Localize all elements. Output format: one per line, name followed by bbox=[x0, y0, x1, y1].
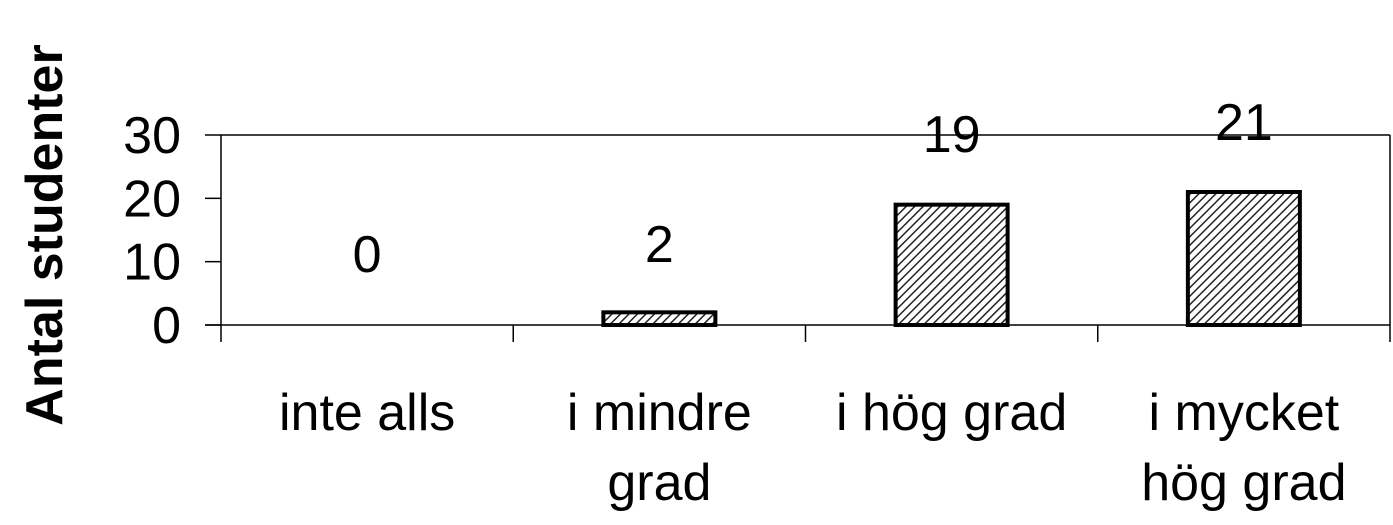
data-label: 0 bbox=[353, 226, 382, 284]
bar bbox=[1185, 190, 1302, 327]
x-category-label: i mindre bbox=[567, 384, 752, 442]
x-category-label: i mycket bbox=[1149, 384, 1340, 442]
x-category-label: hög grad bbox=[1141, 454, 1346, 512]
y-tick-label: 30 bbox=[123, 107, 181, 165]
data-labels: 0 2 19 21 bbox=[353, 94, 1273, 284]
data-label: 21 bbox=[1215, 94, 1273, 152]
category-labels: inte alls i mindre grad i hög grad i mycket h… bbox=[279, 384, 1347, 512]
x-category-label: grad bbox=[607, 454, 711, 512]
y-tick-label: 0 bbox=[152, 297, 181, 355]
x-category-label: inte alls bbox=[279, 384, 455, 442]
y-tick-label: 10 bbox=[123, 234, 181, 292]
x-category-label: i hög grad bbox=[836, 384, 1067, 442]
y-axis-title: Antal studenter bbox=[16, 44, 74, 425]
bar bbox=[601, 310, 718, 328]
bar bbox=[893, 202, 1010, 328]
data-label: 2 bbox=[645, 216, 674, 274]
x-ticks bbox=[512, 325, 1391, 342]
data-label: 19 bbox=[923, 106, 981, 164]
y-tick-label: 20 bbox=[123, 170, 181, 228]
bars bbox=[601, 190, 1302, 328]
